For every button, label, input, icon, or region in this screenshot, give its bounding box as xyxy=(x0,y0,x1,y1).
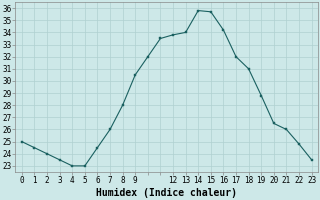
X-axis label: Humidex (Indice chaleur): Humidex (Indice chaleur) xyxy=(96,188,237,198)
